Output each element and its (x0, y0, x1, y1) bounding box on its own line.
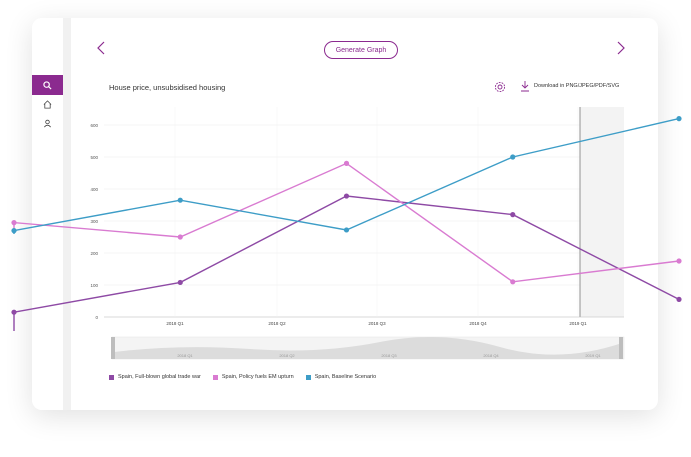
sidebar-item-user[interactable] (32, 113, 63, 133)
legend-label: Spain, Full-blown global trade war (118, 374, 201, 380)
legend-item-em-upturn[interactable]: Spain, Policy fuels EM upturn (212, 374, 294, 380)
y-tick-label: 300 (90, 219, 98, 224)
navigator-label: 2018 Q2 (279, 353, 295, 358)
legend-swatch (212, 374, 218, 380)
data-point (676, 258, 682, 264)
y-tick-label: 100 (90, 283, 98, 288)
chevron-right-icon (617, 41, 625, 55)
data-point (676, 296, 682, 302)
gear-icon (494, 81, 506, 93)
user-icon (44, 119, 51, 127)
data-point (11, 309, 17, 315)
navigator-label: 2018 Q3 (381, 353, 397, 358)
data-point (510, 154, 516, 160)
x-tick-label: 2018 Q4 (469, 321, 487, 326)
data-point (510, 279, 516, 285)
x-tick-label: 2018 Q1 (166, 321, 184, 326)
y-tick-label: 500 (90, 155, 98, 160)
data-point (510, 212, 516, 218)
sidebar-divider (63, 18, 71, 410)
x-tick-label: 2018 Q2 (268, 321, 286, 326)
navigator-label: 2018 Q4 (483, 353, 499, 358)
home-icon (43, 99, 52, 109)
next-button[interactable] (614, 38, 628, 58)
series-line (13, 162, 680, 283)
generate-graph-button[interactable]: Generate Graph (324, 41, 398, 59)
settings-button[interactable] (494, 80, 508, 94)
data-point (676, 116, 682, 122)
data-point (343, 160, 350, 166)
chevron-left-icon (97, 41, 105, 55)
legend: Spain, Full-blown global trade war Spain… (109, 374, 376, 380)
x-tick-label: 2018 Q3 (368, 321, 386, 326)
y-tick-label: 400 (90, 187, 98, 192)
navigator-area (114, 337, 622, 359)
legend-item-baseline[interactable]: Spain, Baseline Scenario (305, 374, 377, 380)
data-point (177, 197, 183, 203)
y-tick-label: 600 (90, 123, 98, 128)
navigator-label: 2019 Q1 (585, 353, 601, 358)
legend-label: Spain, Baseline Scenario (314, 374, 377, 380)
series-line (13, 117, 680, 234)
download-icon (521, 81, 529, 92)
legend-swatch (305, 374, 311, 380)
legend-swatch (109, 374, 114, 380)
navigator-handle-right (619, 337, 623, 359)
legend-label: Spain, Policy fuels EM upturn (221, 374, 294, 380)
navigator-handle-left (111, 337, 115, 359)
data-point (11, 228, 17, 234)
chart-title: House price, unsubsidised housing (109, 83, 226, 92)
previous-button[interactable] (94, 38, 108, 58)
x-tick-label: 2019 Q1 (569, 321, 587, 326)
sidebar-item-home[interactable] (32, 94, 63, 114)
navigator-label: 2018 Q1 (177, 353, 193, 358)
sidebar-item-search[interactable] (32, 75, 63, 95)
download-label: Download in PNG/JPEG/PDF/SVG (534, 83, 620, 89)
y-tick-label: 200 (90, 251, 98, 256)
data-point (11, 220, 17, 226)
data-point (343, 227, 350, 233)
legend-item-trade-war[interactable]: Spain, Full-blown global trade war (109, 374, 201, 380)
y-tick-label: 0 (95, 315, 98, 320)
data-point (177, 234, 183, 240)
download-button[interactable]: Download in PNG/JPEG/PDF/SVG (520, 80, 619, 92)
data-point (343, 193, 350, 199)
data-point (177, 279, 183, 286)
search-icon (43, 80, 52, 90)
forecast-region (580, 107, 624, 317)
series-line (13, 195, 680, 331)
